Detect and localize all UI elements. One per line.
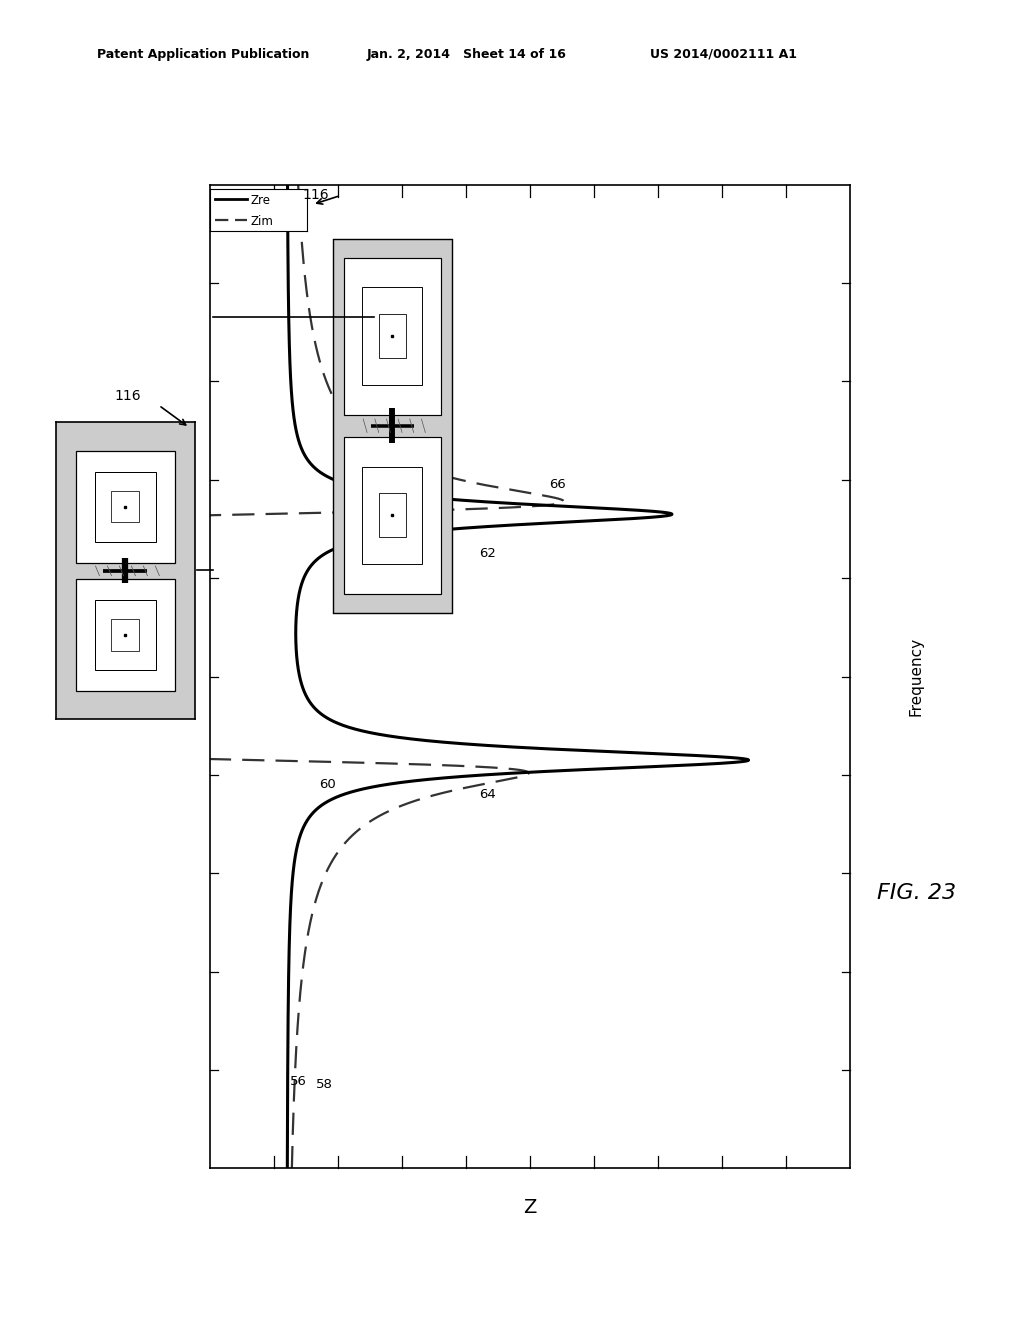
Text: 66: 66	[549, 478, 566, 491]
Bar	[112, 491, 139, 523]
Text: 116: 116	[302, 189, 329, 202]
Text: US 2014/0002111 A1: US 2014/0002111 A1	[650, 48, 798, 61]
Text: FIG. 23: FIG. 23	[877, 883, 956, 903]
Text: Jan. 2, 2014   Sheet 14 of 16: Jan. 2, 2014 Sheet 14 of 16	[367, 48, 566, 61]
Bar	[94, 473, 157, 541]
Text: Zim: Zim	[251, 215, 273, 228]
Bar	[76, 450, 175, 562]
Text: 60: 60	[318, 779, 336, 791]
Bar	[76, 579, 175, 692]
Text: 56: 56	[290, 1074, 307, 1088]
Bar	[344, 437, 441, 594]
Text: 62: 62	[479, 546, 496, 560]
Bar	[112, 619, 139, 651]
Text: 58: 58	[315, 1077, 333, 1090]
Text: Frequency: Frequency	[909, 638, 924, 715]
Bar	[94, 601, 157, 669]
Bar	[379, 314, 406, 358]
Bar	[362, 288, 423, 384]
Text: 64: 64	[479, 788, 496, 801]
Bar	[333, 239, 452, 612]
Bar	[379, 494, 406, 537]
Text: Zre: Zre	[251, 194, 270, 207]
Bar	[344, 257, 441, 414]
Text: 116: 116	[115, 389, 141, 403]
Text: Z: Z	[523, 1199, 537, 1217]
Bar	[362, 467, 423, 564]
Text: Patent Application Publication: Patent Application Publication	[97, 48, 309, 61]
